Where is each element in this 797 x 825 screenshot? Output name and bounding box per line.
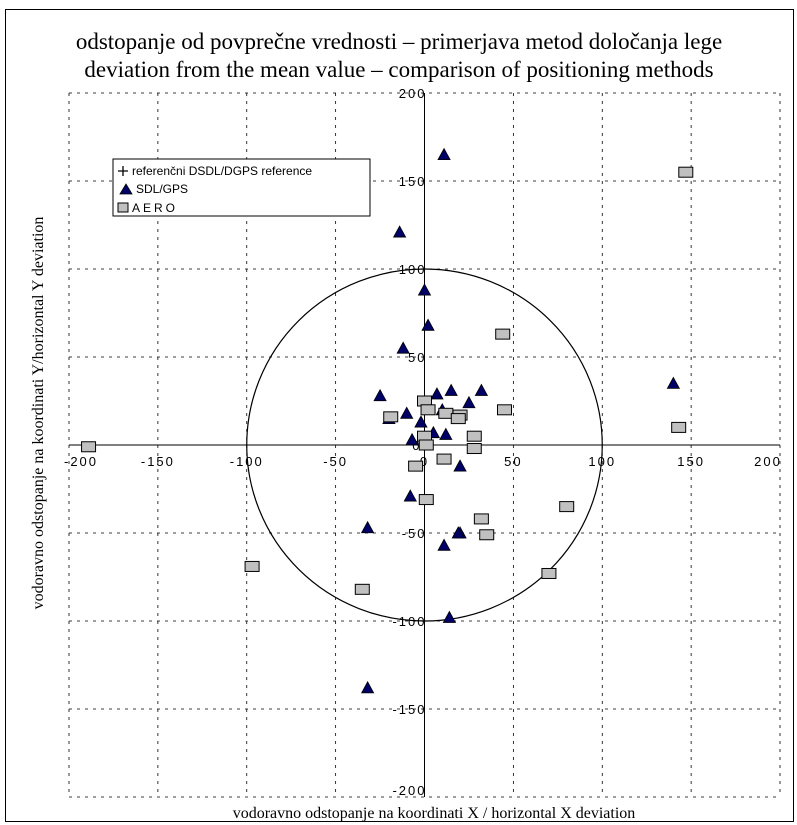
aero-point [354,583,370,595]
aero-point [496,404,512,416]
sdl-gps-point [414,415,428,428]
sdl-gps-point [474,383,489,396]
reference-circle [246,268,603,622]
tick-labels: -200 -150 -100 -50 0 50 100 150 200 200 150 100 50 -5… [64,86,782,798]
y-tick-label: 200 [399,86,427,101]
legend-square-marker [117,202,129,213]
x-tick-label: 150 [677,454,705,469]
sdl-gps-point [444,383,458,396]
y-axis-label: vodoravno odstopanje na koordinati Y/hor… [30,217,47,610]
legend-label-sdl-gps: SDL/GPS [136,182,188,196]
sdl-gps-point [453,459,467,472]
sdl-gps-point [403,489,417,502]
sdl-gps-point [437,147,451,161]
aero-point [450,413,466,425]
sdl-gps-point [462,395,476,409]
aero-point [466,443,482,455]
x-tick-label: -200 [64,454,98,469]
y-tick-label: -100 [392,614,426,629]
aero-point [559,501,575,513]
aero-point [244,560,260,572]
y-tick-label: 50 [408,350,426,365]
chart-frame [5,9,794,822]
x-tick-label: -150 [141,454,175,469]
legend-label-reference: referenčni DSDL/DGPS reference [132,164,312,178]
aero-point [678,166,694,178]
aero-point [436,453,452,465]
x-tick-label: 200 [754,454,782,469]
sdl-gps-point [400,406,414,419]
y-tick-label: -150 [392,702,426,717]
legend-item-reference: referenčni DSDL/DGPS reference [118,164,312,178]
sdl-gps-point [666,376,681,389]
x-tick-label: 100 [588,454,616,469]
sdl-gps-point [451,526,465,539]
aero-point [466,430,482,442]
y-tick-label: -50 [402,526,427,541]
sdl-gps-point [360,681,375,694]
origin-tick-label: 0 [412,438,421,453]
x-axis-label: vodoravno odstopanje na koordinati X / h… [233,805,636,822]
sdl-gps-point [417,283,432,296]
sdl-gps-point [373,388,387,402]
y-tick-label: 100 [399,262,427,277]
sdl-gps-point [439,427,453,440]
y-tick-label: -200 [392,783,426,798]
radius-circle [246,268,603,622]
y-tick-label: 150 [399,174,427,189]
aero-point [418,494,434,506]
legend-triangle-marker [119,183,133,195]
aero-point [383,411,399,423]
legend-box [112,158,371,217]
sdl-gps-point [421,318,435,331]
legend-plus-marker [118,166,128,176]
legend-item-aero: AERO [117,201,178,215]
aero-point [495,328,511,340]
chart-subtitle: deviation from the mean value – comparis… [84,57,713,82]
legend: referenčni DSDL/DGPS reference SDL/GPS A… [112,158,371,217]
aero-point [81,441,97,453]
aero-point [671,421,687,433]
x-tick-label: -50 [323,454,348,469]
aero-point [438,407,454,419]
sdl-gps-point [405,432,419,446]
aero-point [418,439,434,451]
x-tick-label: 0 [420,454,429,469]
sdl-gps-point [396,341,410,354]
sdl-gps-point [360,520,375,534]
sdl-gps-point [392,225,407,238]
sdl-gps-point [437,538,451,551]
aero-point [541,567,557,579]
data-points [81,147,694,694]
aero-point [479,529,495,541]
aero-point [408,460,424,472]
chart-title: odstopanje od povprečne vrednosti – prim… [76,29,722,54]
legend-label-aero: AERO [132,201,178,215]
x-tick-label: -100 [230,454,264,469]
aero-point [473,513,489,525]
sdl-gps-point [430,387,444,400]
sdl-gps-point [442,610,457,623]
aero-point [420,404,436,416]
x-tick-label: 50 [504,454,522,469]
legend-item-sdl-gps: SDL/GPS [119,182,188,196]
